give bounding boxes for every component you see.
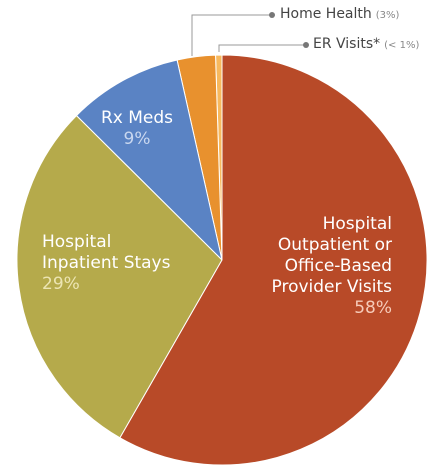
value-label: (< 1%) (384, 40, 420, 51)
category-label: ER Visits* (313, 36, 381, 52)
value-label: (3%) (375, 10, 400, 21)
pie-slice (75, 59, 223, 262)
category-label: Home Health (280, 6, 372, 22)
value-label: 9% (123, 129, 151, 149)
pie-slice (119, 54, 428, 466)
callout-line (218, 44, 304, 52)
callout-line (191, 14, 270, 56)
category-label: Hospital Inpatient Stays (42, 232, 171, 273)
callout-label: Home Health (3%) (280, 6, 399, 24)
slice-label: Hospital Inpatient Stays 29% (42, 232, 170, 295)
category-label: Rx Meds (100, 108, 174, 128)
callout-label: ER Visits* (< 1%) (313, 36, 419, 54)
pie-slice (16, 114, 223, 439)
callout-dot (269, 12, 275, 18)
callout-dot (303, 42, 309, 48)
slice-label: Hospital Outpatient or Office-Based Prov… (272, 214, 392, 319)
value-label: 29% (42, 274, 80, 294)
category-label: Hospital Outpatient or Office-Based Prov… (271, 214, 392, 297)
value-label: 58% (354, 298, 392, 318)
slice-label: Rx Meds 9% (92, 108, 182, 150)
